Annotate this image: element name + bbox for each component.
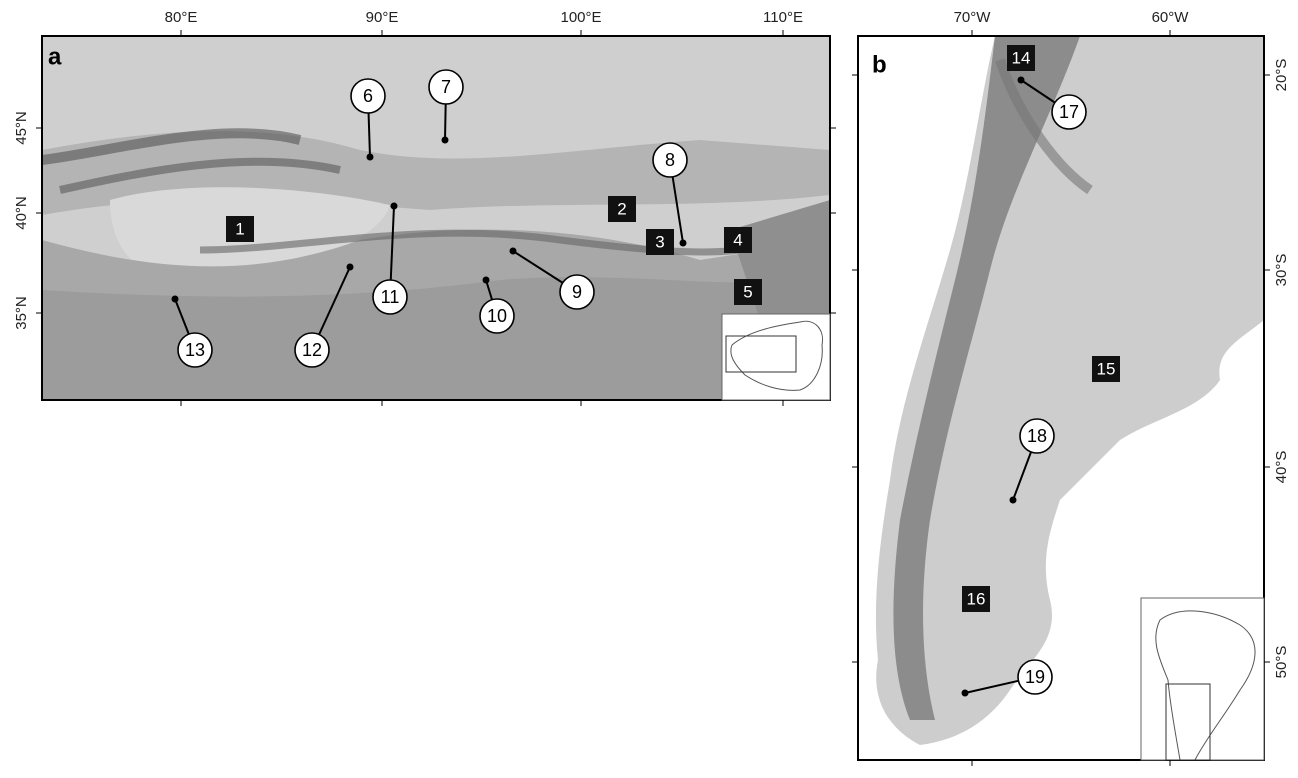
site-circle <box>177 332 213 368</box>
site-box-label: 2 <box>617 199 626 218</box>
site-box <box>1092 356 1120 382</box>
lat-tick-label: 45°N <box>13 111 30 145</box>
site-circle-label: 13 <box>185 340 205 360</box>
site-box-label: 1 <box>235 219 244 238</box>
site-box <box>1007 45 1035 71</box>
site-point <box>441 136 449 144</box>
site-box-label: 15 <box>1097 359 1116 378</box>
site-box <box>724 227 752 253</box>
lat-tick-label: 35°N <box>13 296 30 330</box>
site-box-label: 3 <box>655 232 664 251</box>
site-point <box>390 202 398 210</box>
site-point <box>366 153 374 161</box>
lon-tick-label: 70°W <box>954 9 992 26</box>
inset-a <box>721 313 831 401</box>
site-point <box>1017 76 1025 84</box>
site-circle <box>372 279 408 315</box>
frame-b <box>857 35 1265 761</box>
frame-a <box>41 35 831 401</box>
site-point <box>1009 496 1017 504</box>
site-circle-label: 12 <box>302 340 322 360</box>
site-circle-label: 10 <box>487 306 507 326</box>
site-circle <box>652 142 688 178</box>
lat-tick-label: 40°N <box>13 196 30 230</box>
site-circle <box>1017 659 1053 695</box>
site-circle-label: 17 <box>1059 102 1079 122</box>
site-circle-label: 7 <box>441 77 451 97</box>
site-circle-label: 9 <box>572 282 582 302</box>
site-point <box>482 276 490 284</box>
site-point <box>679 239 687 247</box>
site-circle <box>559 274 595 310</box>
site-circle-label: 18 <box>1027 426 1047 446</box>
site-circle <box>479 298 515 334</box>
site-circle <box>1051 94 1087 130</box>
site-box-label: 4 <box>733 230 742 249</box>
site-point <box>171 295 179 303</box>
site-box <box>734 279 762 305</box>
lat-tick-label: 30°S <box>1273 254 1290 287</box>
site-box <box>608 196 636 222</box>
site-circle <box>1019 418 1055 454</box>
site-circle-label: 19 <box>1025 667 1045 687</box>
site-box <box>646 229 674 255</box>
lon-tick-label: 90°E <box>366 9 399 26</box>
site-circle-label: 6 <box>363 86 373 106</box>
site-point <box>346 263 354 271</box>
lon-tick-label: 60°W <box>1152 9 1190 26</box>
panel-label: b <box>872 51 887 78</box>
site-box <box>226 216 254 242</box>
site-circle <box>428 69 464 105</box>
site-circle <box>350 78 386 114</box>
site-box-label: 16 <box>967 589 986 608</box>
site-circle <box>294 332 330 368</box>
site-point <box>509 247 517 255</box>
site-point <box>961 689 969 697</box>
site-box-label: 14 <box>1012 48 1031 67</box>
lon-tick-label: 100°E <box>560 9 601 26</box>
lon-tick-label: 110°E <box>763 9 803 26</box>
lon-tick-label: 80°E <box>165 9 198 26</box>
inset-b <box>1140 597 1265 761</box>
panel-label: a <box>48 43 62 70</box>
site-circle-label: 8 <box>665 150 675 170</box>
site-circle-label: 11 <box>381 287 400 307</box>
lat-tick-label: 40°S <box>1273 451 1290 484</box>
lat-tick-label: 20°S <box>1273 59 1290 92</box>
site-box-label: 5 <box>743 282 752 301</box>
lat-tick-label: 50°S <box>1273 646 1290 679</box>
site-box <box>962 586 990 612</box>
